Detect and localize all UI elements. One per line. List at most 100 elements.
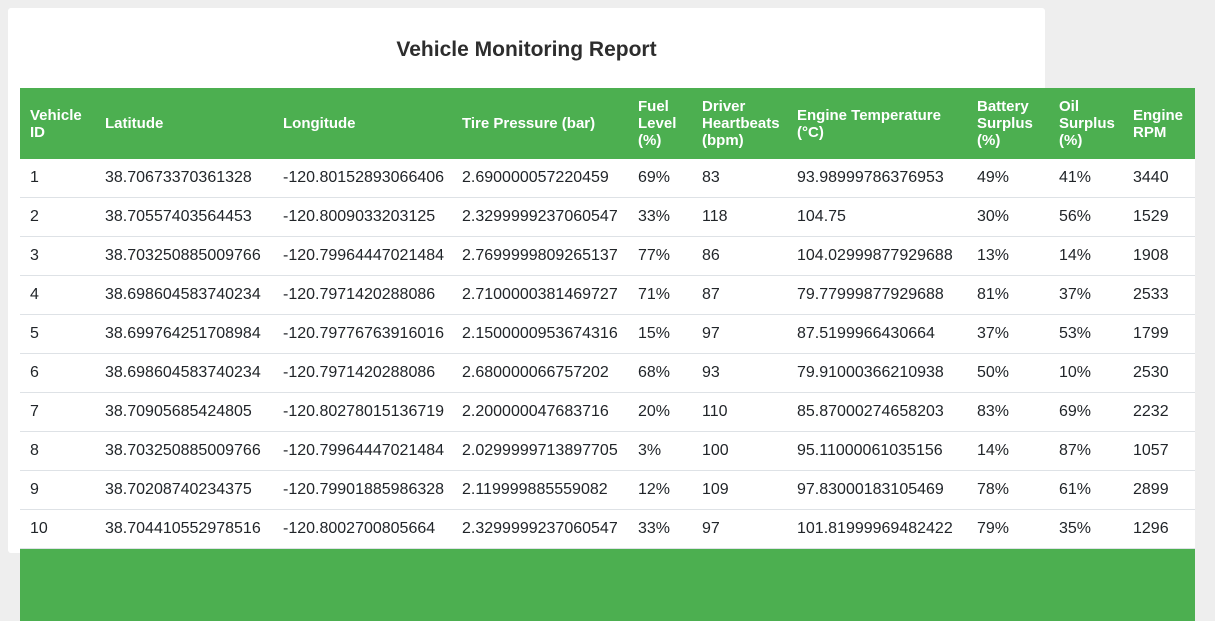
table-cell: 6 <box>20 353 95 393</box>
table-cell: -120.7971420288086 <box>273 275 452 315</box>
table-cell: -120.79776763916016 <box>273 314 452 354</box>
table-cell: 2530 <box>1123 353 1195 393</box>
report-card: Vehicle Monitoring Report Vehicle ID Lati… <box>8 8 1195 621</box>
table-cell: 3440 <box>1123 159 1195 198</box>
column-header: Latitude <box>95 88 273 159</box>
table-cell: 14% <box>1049 236 1123 276</box>
table-cell: 38.698604583740234 <box>95 275 273 315</box>
table-cell: 12% <box>628 470 692 510</box>
table-cell: 15% <box>628 314 692 354</box>
table-header-row: Vehicle ID Latitude Longitude Tire Pressure… <box>20 88 1195 159</box>
table-cell: -120.80278015136719 <box>273 392 452 432</box>
table-cell: 53% <box>1049 314 1123 354</box>
table-cell: 71% <box>628 275 692 315</box>
table-cell: 93.98999786376953 <box>787 159 967 198</box>
table-row: 7 38.70905685424805 -120.80278015136719 2.2… <box>20 392 1195 432</box>
table-cell: 2.1500000953674316 <box>452 314 628 354</box>
table-cell: 38.70905685424805 <box>95 392 273 432</box>
table-cell: 38.70557403564453 <box>95 197 273 237</box>
table-cell: 109 <box>692 470 787 510</box>
table-cell: 87% <box>1049 431 1123 471</box>
table-cell: 93 <box>692 353 787 393</box>
table-cell: 77% <box>628 236 692 276</box>
table-cell: 2899 <box>1123 470 1195 510</box>
table-cell: 37% <box>967 314 1049 354</box>
table-cell: 1 <box>20 159 95 198</box>
table-cell: 2.680000066757202 <box>452 353 628 393</box>
column-header: Fuel Level (%) <box>628 88 692 159</box>
table-cell: 13% <box>967 236 1049 276</box>
table-cell: 87 <box>692 275 787 315</box>
table-cell: 20% <box>628 392 692 432</box>
table-cell: 81% <box>967 275 1049 315</box>
table-row: 1 38.70673370361328 -120.80152893066406 2.6… <box>20 159 1195 198</box>
table-cell: 2.690000057220459 <box>452 159 628 198</box>
column-header: Engine RPM <box>1123 88 1195 159</box>
column-header: Driver Heartbeats (bpm) <box>692 88 787 159</box>
table-cell: 2.200000047683716 <box>452 392 628 432</box>
table-cell: 2.7699999809265137 <box>452 236 628 276</box>
table-cell: 97.83000183105469 <box>787 470 967 510</box>
column-header: Tire Pressure (bar) <box>452 88 628 159</box>
table-cell: 1057 <box>1123 431 1195 471</box>
table-cell: 56% <box>1049 197 1123 237</box>
table-cell: -120.80152893066406 <box>273 159 452 198</box>
table-cell: 1908 <box>1123 236 1195 276</box>
table-cell: 14% <box>967 431 1049 471</box>
table-cell: 10% <box>1049 353 1123 393</box>
table-row: 5 38.699764251708984 -120.79776763916016 2.… <box>20 314 1195 354</box>
table-cell: 3 <box>20 236 95 276</box>
table-cell: 2 <box>20 197 95 237</box>
table-cell: -120.79901885986328 <box>273 470 452 510</box>
table-cell: 110 <box>692 392 787 432</box>
table-cell: 69% <box>1049 392 1123 432</box>
table-cell: 35% <box>1049 509 1123 549</box>
table-cell: 33% <box>628 509 692 549</box>
table-cell: 2232 <box>1123 392 1195 432</box>
table-cell: 38.70673370361328 <box>95 159 273 198</box>
table-body: 1 38.70673370361328 -120.80152893066406 2.6… <box>20 159 1195 549</box>
table-cell: 79.77999877929688 <box>787 275 967 315</box>
table-cell: 38.703250885009766 <box>95 431 273 471</box>
table-cell: 97 <box>692 314 787 354</box>
table-cell: 2.119999885559082 <box>452 470 628 510</box>
table-cell: 37% <box>1049 275 1123 315</box>
column-header: Longitude <box>273 88 452 159</box>
table-cell: 38.70208740234375 <box>95 470 273 510</box>
table-row: 6 38.698604583740234 -120.7971420288086 2.6… <box>20 353 1195 393</box>
table-cell: 79% <box>967 509 1049 549</box>
table-cell: 2.7100000381469727 <box>452 275 628 315</box>
table-cell: 83% <box>967 392 1049 432</box>
table-cell: 118 <box>692 197 787 237</box>
table-cell: 104.02999877929688 <box>787 236 967 276</box>
column-header: Engine Temperature (°C) <box>787 88 967 159</box>
table-cell: -120.8009033203125 <box>273 197 452 237</box>
table-row: 3 38.703250885009766 -120.79964447021484 2.… <box>20 236 1195 276</box>
table-row: 10 38.704410552978516 -120.8002700805664 2.… <box>20 509 1195 549</box>
table-cell: 95.11000061035156 <box>787 431 967 471</box>
table-cell: 2.3299999237060547 <box>452 509 628 549</box>
table-cell: 33% <box>628 197 692 237</box>
table-cell: -120.7971420288086 <box>273 353 452 393</box>
table-cell: 38.698604583740234 <box>95 353 273 393</box>
table-cell: 1529 <box>1123 197 1195 237</box>
column-header: Oil Surplus (%) <box>1049 88 1123 159</box>
table-cell: 30% <box>967 197 1049 237</box>
table-cell: 49% <box>967 159 1049 198</box>
table-cell: 68% <box>628 353 692 393</box>
table-cell: 2.0299999713897705 <box>452 431 628 471</box>
table-row: 2 38.70557403564453 -120.8009033203125 2.32… <box>20 197 1195 237</box>
table-cell: 50% <box>967 353 1049 393</box>
table-cell: 38.703250885009766 <box>95 236 273 276</box>
table-cell: 104.75 <box>787 197 967 237</box>
next-table-header-strip <box>20 549 1195 621</box>
table-cell: 38.704410552978516 <box>95 509 273 549</box>
page-title: Vehicle Monitoring Report <box>396 38 657 61</box>
table-cell: -120.79964447021484 <box>273 236 452 276</box>
column-header: Battery Surplus (%) <box>967 88 1049 159</box>
table-cell: 41% <box>1049 159 1123 198</box>
table-cell: 5 <box>20 314 95 354</box>
table-cell: 38.699764251708984 <box>95 314 273 354</box>
table-cell: 85.87000274658203 <box>787 392 967 432</box>
table-cell: 9 <box>20 470 95 510</box>
